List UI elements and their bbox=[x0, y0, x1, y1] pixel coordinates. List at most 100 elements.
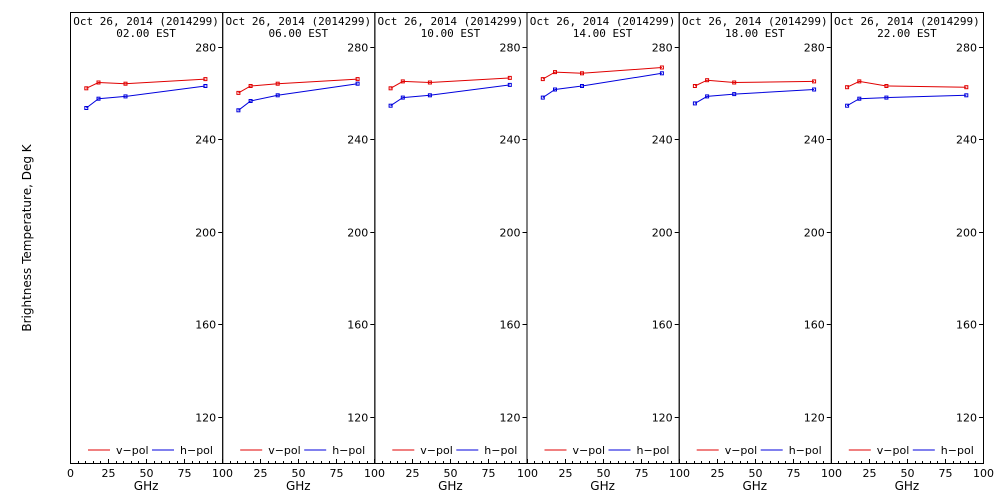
y-tick-label: 160 bbox=[347, 319, 368, 332]
x-tick-label: 0 bbox=[67, 467, 74, 480]
v-pol-point bbox=[732, 80, 737, 85]
y-tick-label: 120 bbox=[347, 412, 368, 425]
v-pol-point bbox=[659, 65, 664, 70]
y-tick-label: 200 bbox=[347, 227, 368, 240]
h-pol-point bbox=[659, 71, 664, 76]
y-tick-label: 160 bbox=[195, 319, 216, 332]
legend-v-pol-label: v−pol bbox=[573, 444, 606, 457]
h-pol-point bbox=[857, 96, 862, 101]
legend-h-pol-label: h−pol bbox=[332, 444, 365, 457]
legend-h-pol-label: h−pol bbox=[789, 444, 822, 457]
v-pol-point bbox=[812, 79, 817, 84]
h-pol-point bbox=[812, 87, 817, 92]
h-pol-point bbox=[964, 93, 969, 98]
x-tick-label: 50 bbox=[140, 467, 154, 480]
y-tick-label: 120 bbox=[195, 412, 216, 425]
h-pol-line bbox=[694, 89, 815, 104]
v-pol-point bbox=[388, 86, 393, 91]
y-tick-label: 240 bbox=[195, 134, 216, 147]
panel-time: 18.00 EST bbox=[725, 27, 785, 40]
h-pol-point bbox=[355, 81, 360, 86]
y-tick-label: 160 bbox=[500, 319, 521, 332]
y-tick-label: 240 bbox=[652, 134, 673, 147]
y-tick-label: 240 bbox=[347, 134, 368, 147]
y-tick-label: 200 bbox=[500, 227, 521, 240]
v-pol-point bbox=[705, 78, 710, 83]
x-tick-label: 75 bbox=[635, 467, 649, 480]
v-pol-point bbox=[964, 85, 969, 90]
y-tick-label: 160 bbox=[804, 319, 825, 332]
x-tick-label: 100 bbox=[669, 467, 690, 480]
v-pol-point bbox=[540, 77, 545, 82]
v-pol-point bbox=[123, 81, 128, 86]
panel-title: Oct 26, 2014 (2014299) bbox=[225, 15, 371, 28]
h-pol-point bbox=[236, 108, 241, 113]
x-tick-label: 100 bbox=[973, 467, 994, 480]
x-tick-label: 100 bbox=[821, 467, 842, 480]
h-pol-point bbox=[705, 94, 710, 99]
x-tick-label: 100 bbox=[364, 467, 385, 480]
h-pol-point bbox=[388, 103, 393, 108]
legend-v-pol-label: v−pol bbox=[268, 444, 301, 457]
x-tick-label: 75 bbox=[482, 467, 496, 480]
panel-time: 22.00 EST bbox=[877, 27, 937, 40]
v-pol-point bbox=[96, 80, 101, 85]
h-pol-line bbox=[846, 94, 967, 107]
y-tick-label: 200 bbox=[956, 227, 977, 240]
v-pol-point bbox=[884, 84, 889, 88]
h-pol-point bbox=[507, 82, 512, 87]
h-pol-point bbox=[692, 101, 697, 106]
y-tick-label: 200 bbox=[804, 227, 825, 240]
y-tick-label: 200 bbox=[652, 227, 673, 240]
v-pol-point bbox=[236, 90, 241, 95]
y-tick-label: 240 bbox=[500, 134, 521, 147]
x-tick-label: 25 bbox=[559, 467, 573, 480]
h-pol-line bbox=[542, 72, 662, 99]
v-pol-point bbox=[692, 84, 697, 88]
x-tick-label: 25 bbox=[406, 467, 420, 480]
x-tick-label: 25 bbox=[254, 467, 268, 480]
y-tick-label: 120 bbox=[956, 412, 977, 425]
x-tick-label: 50 bbox=[749, 467, 763, 480]
v-pol-point bbox=[553, 70, 557, 75]
panel-frame bbox=[830, 12, 984, 464]
panel-time: 10.00 EST bbox=[421, 27, 481, 40]
panel-title: Oct 26, 2014 (2014299) bbox=[834, 15, 980, 28]
h-pol-point bbox=[203, 84, 208, 88]
panel-time: 02.00 EST bbox=[116, 27, 176, 40]
x-tick-label: 50 bbox=[901, 467, 915, 480]
legend-h-pol-label: h−pol bbox=[180, 444, 213, 457]
v-pol-point bbox=[427, 80, 432, 85]
panel-time: 06.00 EST bbox=[268, 27, 328, 40]
h-pol-point bbox=[123, 94, 128, 99]
y-tick-label: 120 bbox=[500, 412, 521, 425]
panel-6: Oct 26, 2014 (2014299)22.00 EST 120 160 200… bbox=[830, 12, 984, 464]
x-tick-label: 25 bbox=[711, 467, 725, 480]
h-pol-point bbox=[884, 95, 889, 100]
v-pol-point bbox=[857, 79, 862, 84]
panel-1: Oct 26, 2014 (2014299)02.00 EST 120 160 200… bbox=[70, 12, 224, 464]
y-tick-label: 240 bbox=[956, 134, 977, 147]
x-tick-label: 25 bbox=[863, 467, 877, 480]
y-axis-title: Brightness Temperature, Deg K bbox=[20, 143, 34, 331]
v-pol-line bbox=[390, 77, 510, 89]
h-pol-point bbox=[845, 103, 850, 108]
h-pol-point bbox=[553, 87, 557, 92]
h-pol-line bbox=[238, 83, 358, 111]
x-axis-title: GHz bbox=[286, 479, 311, 493]
y-tick-label: 160 bbox=[652, 319, 673, 332]
h-pol-point bbox=[400, 95, 405, 100]
x-tick-label: 50 bbox=[444, 467, 458, 480]
y-tick-label: 280 bbox=[500, 42, 521, 55]
y-tick-label: 280 bbox=[804, 42, 825, 55]
panel-title: Oct 26, 2014 (2014299) bbox=[378, 15, 524, 28]
panel-5: Oct 26, 2014 (2014299)18.00 EST 120 160 200… bbox=[678, 12, 832, 464]
y-tick-label: 280 bbox=[652, 42, 673, 55]
v-pol-point bbox=[355, 77, 360, 82]
y-tick-label: 240 bbox=[804, 134, 825, 147]
y-tick-label: 200 bbox=[195, 227, 216, 240]
x-axis-title: GHz bbox=[438, 479, 463, 493]
h-pol-point bbox=[580, 84, 584, 88]
v-pol-line bbox=[86, 78, 206, 89]
